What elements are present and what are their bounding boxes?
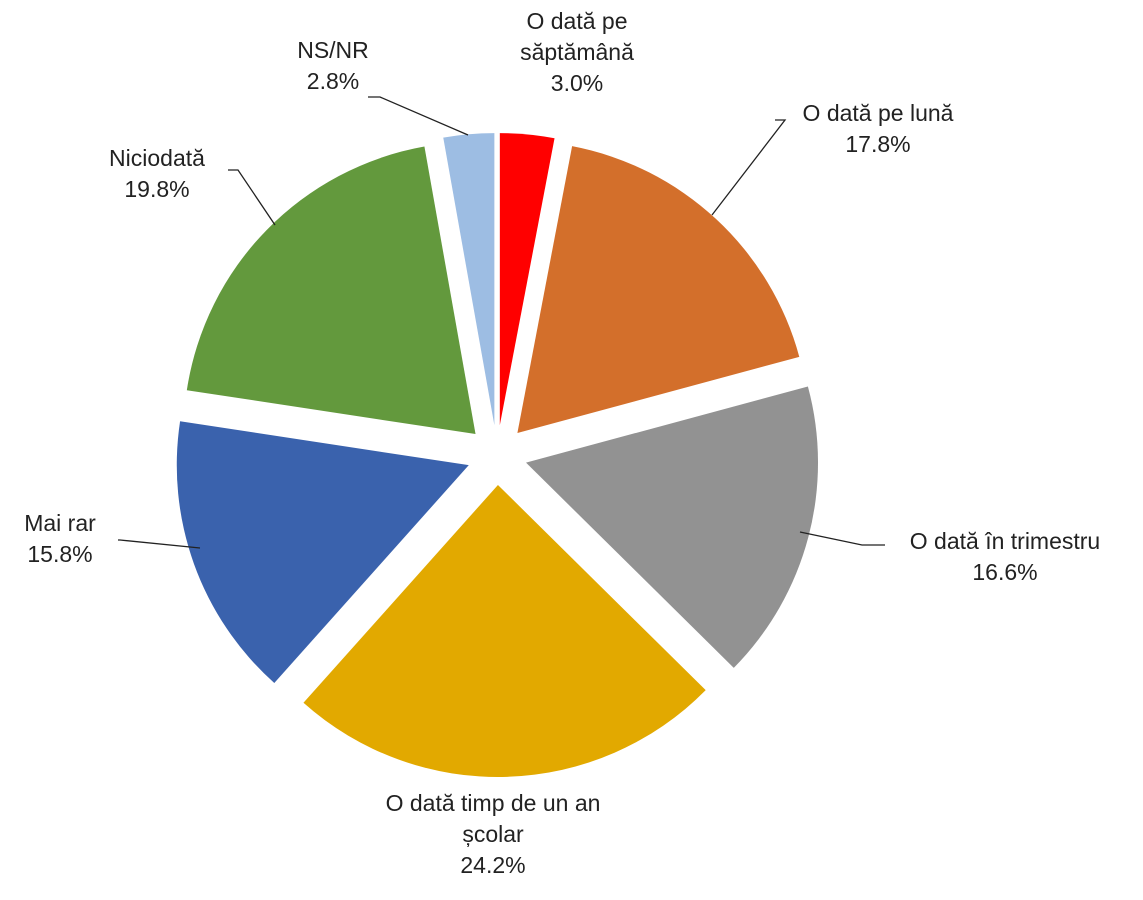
slice-value: 2.8% <box>306 68 360 94</box>
leader-line <box>118 539 201 549</box>
pie-slice <box>499 133 555 426</box>
slice-value: 15.8% <box>27 541 93 567</box>
slice-value: 17.8% <box>845 131 911 157</box>
slice-label: O dată timp de un an școlar 24.2% <box>368 788 618 881</box>
slice-category: Mai rar <box>24 510 96 536</box>
slice-category: O dată pe săptămână <box>520 8 634 65</box>
slice-value: 3.0% <box>550 70 604 96</box>
leader-line <box>711 119 787 216</box>
slice-label: Mai rar 15.8% <box>0 508 120 570</box>
slice-value: 24.2% <box>460 852 526 878</box>
leader-line <box>228 169 276 226</box>
slice-category: O dată pe lună <box>802 100 954 126</box>
pie-slice <box>176 421 469 683</box>
leader-line <box>799 531 885 546</box>
pie-slice <box>303 484 706 777</box>
slice-value: 16.6% <box>972 559 1038 585</box>
pie-slice <box>517 146 800 434</box>
slice-label: Niciodată 19.8% <box>82 143 232 205</box>
slice-category: O dată în trimestru <box>909 528 1101 554</box>
pie-slice <box>186 146 476 435</box>
slice-label: NS/NR 2.8% <box>278 35 388 97</box>
leader-line <box>368 96 469 136</box>
slice-category: O dată timp de un an școlar <box>385 790 601 847</box>
pie-slice <box>443 133 495 426</box>
slice-label: O dată pe săptămână 3.0% <box>497 6 657 99</box>
slice-value: 19.8% <box>124 176 190 202</box>
slice-category: Niciodată <box>109 145 205 171</box>
pie-slice <box>526 386 819 668</box>
slice-label: O dată pe lună 17.8% <box>778 98 978 160</box>
slice-category: NS/NR <box>297 37 369 63</box>
slice-label: O dată în trimestru 16.6% <box>860 526 1143 588</box>
